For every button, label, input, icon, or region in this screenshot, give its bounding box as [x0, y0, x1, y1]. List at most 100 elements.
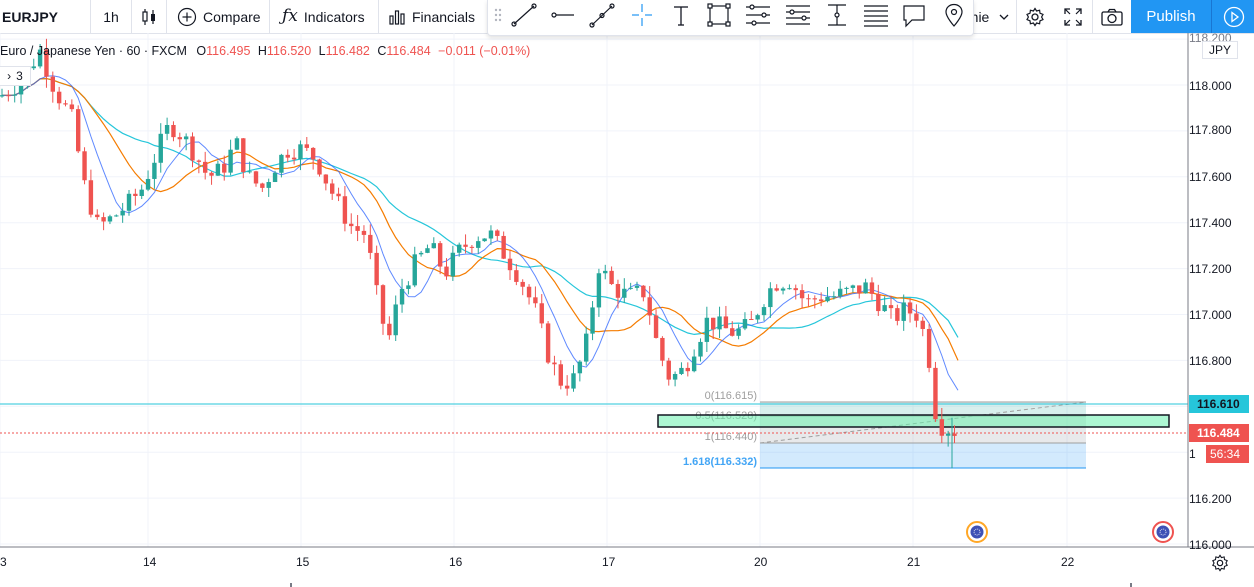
- candle-body-147: [933, 367, 938, 420]
- price-tick-117600: 117.600: [1189, 170, 1232, 184]
- fib-channel-tool-icon[interactable]: [746, 4, 770, 26]
- candle-body-39: [247, 171, 252, 173]
- drag-handle-icon[interactable]: [494, 8, 502, 22]
- candle-body-145: [920, 320, 925, 329]
- candle-body-96: [609, 270, 614, 285]
- chart-style-button[interactable]: [132, 0, 166, 33]
- candle-body-13: [82, 151, 87, 181]
- financials-button[interactable]: Financials: [379, 0, 487, 33]
- rectangle-drawing[interactable]: [657, 414, 1170, 428]
- date-tick-21: 21: [907, 555, 921, 569]
- comment-tool-icon[interactable]: [903, 5, 925, 28]
- currency-badge[interactable]: JPY: [1202, 41, 1238, 59]
- candle-body-15: [95, 214, 100, 218]
- compare-button[interactable]: Compare: [167, 0, 269, 33]
- arrow-tool-icon[interactable]: [589, 3, 615, 28]
- publish-button[interactable]: Publish: [1131, 0, 1211, 33]
- candle-body-91: [577, 361, 583, 374]
- candle-body-117: [742, 319, 748, 329]
- candle-body-118: [749, 319, 754, 321]
- series-legend: Euro / Japanese Yen · 60 · FXCM O116.495…: [0, 44, 530, 58]
- candle-body-120: [761, 307, 767, 316]
- candle-body-25: [158, 133, 163, 163]
- level-price-value: 116.610: [1197, 397, 1240, 411]
- fibonacci-retracement[interactable]: 0(116.615) 0.5(116.528) 1(116.440) 1.618…: [683, 390, 1087, 469]
- more-dropdown[interactable]: [996, 0, 1012, 33]
- candle-body-89: [564, 385, 570, 389]
- bar-countdown-value: 56:34: [1210, 447, 1241, 461]
- indicators-collapse-toggle[interactable]: › 3: [0, 66, 31, 86]
- candle-body-115: [730, 328, 735, 336]
- horizontal-ray-tool-icon[interactable]: [551, 12, 574, 18]
- last-price-value: 116.484: [1197, 426, 1240, 440]
- candle-body-101: [641, 285, 646, 298]
- snapshot-button[interactable]: [1093, 0, 1131, 33]
- candle-body-150: [952, 433, 957, 436]
- candle-body-14: [88, 180, 94, 215]
- price-tick-partial: 1: [1189, 447, 1196, 461]
- candle-body-33: [209, 172, 214, 176]
- candle-body-133: [844, 287, 849, 289]
- fullscreen-button[interactable]: [1055, 0, 1091, 33]
- candle-body-48: [304, 144, 309, 148]
- candle-body-73: [463, 244, 468, 247]
- candle-body-56: [355, 226, 360, 231]
- candle-body-80: [507, 258, 513, 271]
- indicators-button[interactable]: ƒx Indicators: [270, 0, 378, 33]
- candles-icon: [142, 8, 155, 25]
- pattern-tool-icon[interactable]: [864, 5, 888, 27]
- candle-body-50: [317, 159, 322, 175]
- candle-body-44: [279, 154, 284, 173]
- candle-body-26: [164, 125, 170, 134]
- candle-body-62: [393, 304, 398, 336]
- candle-body-86: [545, 323, 551, 363]
- candle-body-131: [831, 296, 837, 298]
- low-key: L: [318, 44, 326, 58]
- symbol-search[interactable]: EURJPY: [0, 0, 90, 33]
- chevron-right-icon: ›: [7, 69, 12, 83]
- candle-body-121: [768, 288, 773, 308]
- change-value: −0.011 (−0.01%): [438, 44, 531, 58]
- candle-body-106: [672, 373, 678, 380]
- candle-body-95: [603, 270, 608, 274]
- interval-button[interactable]: 1h: [91, 0, 131, 33]
- replay-button[interactable]: [1211, 0, 1254, 33]
- event-badge-2[interactable]: [1152, 521, 1174, 543]
- candle-body-9: [56, 91, 62, 104]
- candle-body-31: [196, 160, 202, 162]
- rectangle-tool-icon[interactable]: [707, 3, 731, 27]
- settings-button[interactable]: [1017, 0, 1053, 33]
- candle-body-10: [63, 103, 68, 105]
- candle-body-71: [450, 252, 456, 277]
- publish-label: Publish: [1146, 8, 1196, 25]
- fib-retracement-tool-icon[interactable]: [786, 5, 810, 25]
- candle-body-93: [590, 307, 595, 334]
- candle-body-20: [126, 193, 132, 211]
- candle-body-68: [431, 243, 436, 249]
- candle-body-79: [501, 235, 506, 259]
- trend-line-tool-icon[interactable]: [511, 3, 537, 27]
- candle-body-21: [133, 193, 138, 196]
- candle-body-149: [945, 433, 951, 436]
- candle-body-130: [825, 296, 830, 302]
- event-badge-1[interactable]: [966, 521, 988, 543]
- crosshair-tool-icon[interactable]: [632, 4, 652, 26]
- measure-tool-icon[interactable]: [828, 4, 846, 26]
- candle-body-58: [368, 234, 373, 253]
- series-name: Euro / Japanese Yen · 60 · FXCM: [0, 44, 187, 58]
- marker-tool-icon[interactable]: [945, 3, 963, 27]
- candle-body-104: [660, 337, 665, 361]
- candle-body-43: [272, 172, 278, 183]
- fib-zone-1-1.618: [760, 443, 1086, 468]
- price-tick-117200: 117.200: [1189, 262, 1232, 276]
- candle-body-49: [310, 147, 316, 160]
- text-tool-icon[interactable]: [674, 6, 688, 26]
- candle-body-81: [514, 270, 519, 282]
- price-tick-118000: 118.000: [1189, 79, 1232, 93]
- candle-body-5: [31, 66, 36, 69]
- axis-settings-button[interactable]: [1211, 554, 1229, 577]
- drawing-toolbar: [487, 0, 974, 36]
- hidden-toolbar-item[interactable]: nie: [968, 0, 992, 33]
- fib-label-1: 1(116.440): [705, 431, 757, 443]
